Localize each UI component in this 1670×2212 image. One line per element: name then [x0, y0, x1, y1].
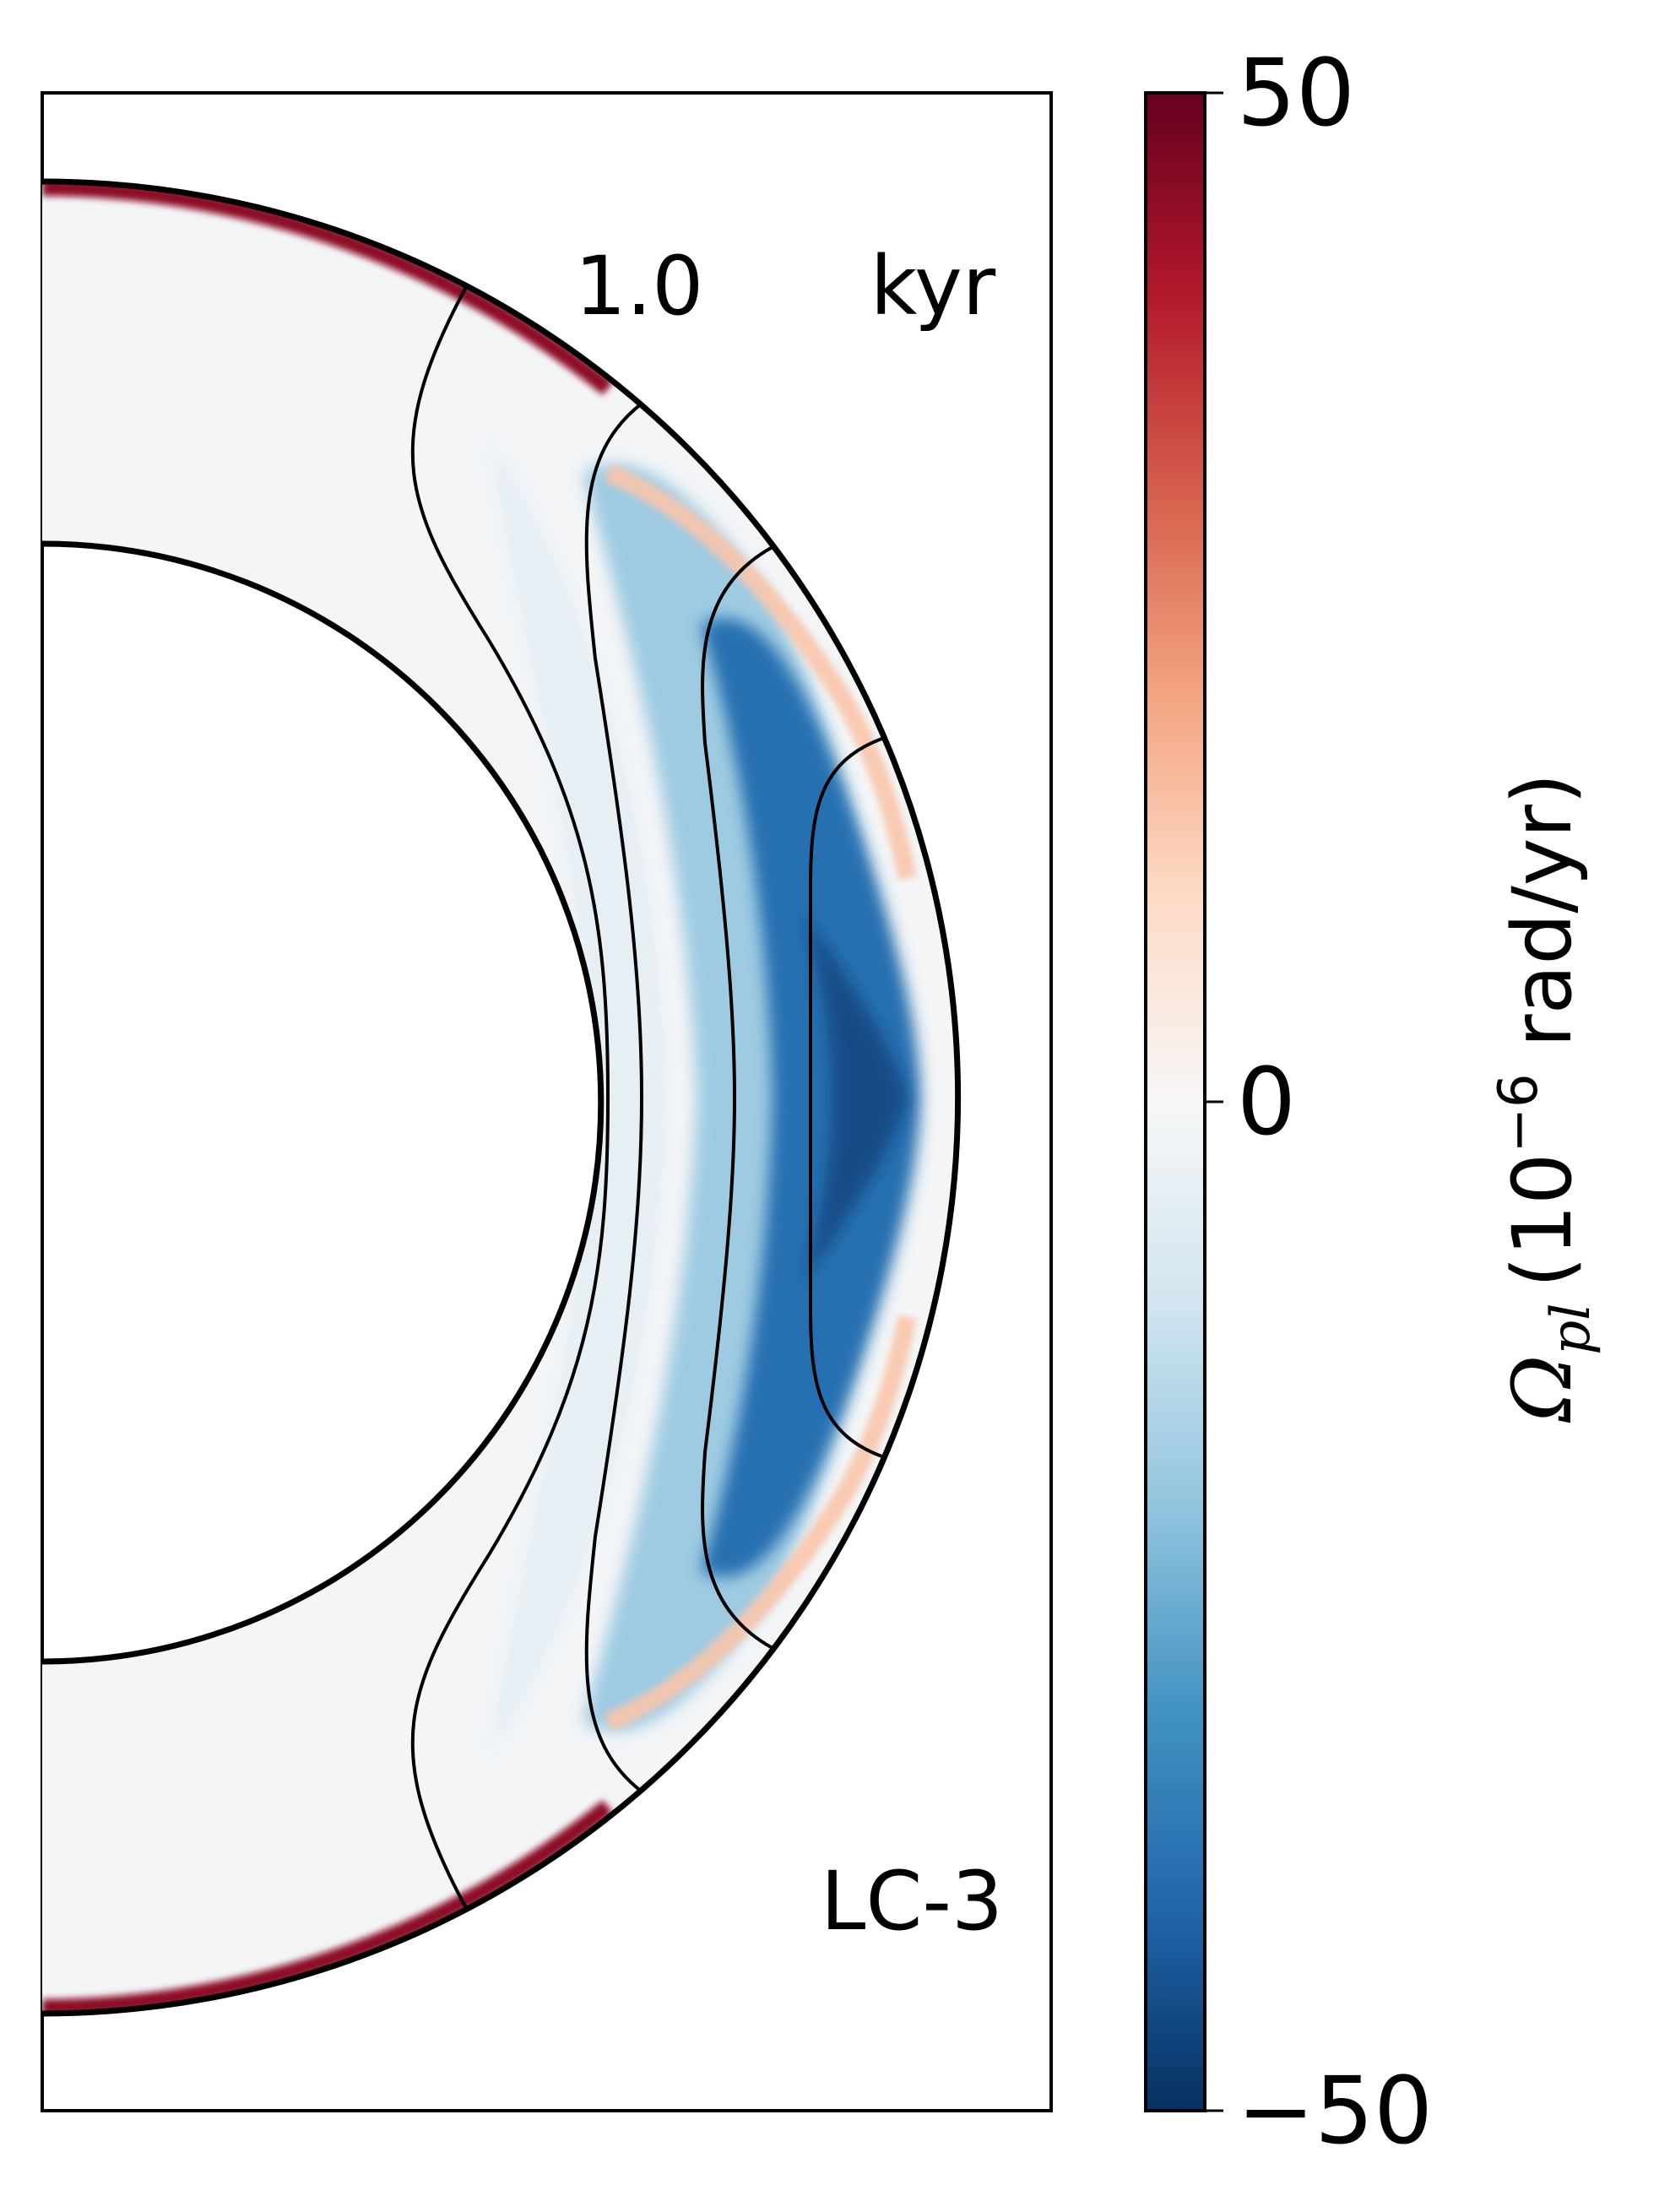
inner-boundary: [41, 540, 605, 1665]
colorbar: 50 0 −50 Ωpl (10−6 rad/yr): [1144, 39, 1602, 2165]
field-line-1: [410, 286, 610, 1909]
colorbar-ticks: 50 0 −50: [1205, 39, 1433, 2165]
surface-positive-band-north: [42, 182, 614, 395]
colorbar-tick-label-1: 0: [1237, 1048, 1296, 1156]
field-line-3: [701, 545, 773, 1650]
surface-positive-band-south: [42, 1800, 614, 2014]
time-unit: kyr: [870, 239, 996, 333]
colorbar-label-subscript: pl: [1540, 1303, 1602, 1354]
equatorial-core: [802, 912, 908, 1283]
plot-area: 1.0 kyr LC-3: [41, 91, 1053, 2112]
positive-stripe-north: [604, 464, 917, 881]
colorbar-tick-label-2: −50: [1237, 2057, 1433, 2165]
colorbar-label: Ωpl (10−6 rad/yr): [1488, 773, 1602, 1423]
colorbar-label-suffix: rad/yr): [1495, 773, 1590, 1074]
field-lines: [410, 286, 887, 1909]
colorbar-gradient-bar: [1144, 91, 1206, 2112]
field-line-2: [584, 402, 644, 1793]
inner-weak-negative-band: [490, 439, 667, 1756]
colorbar-label-symbol: Ω: [1495, 1355, 1590, 1423]
field-line-4: [809, 735, 887, 1460]
colorbar-label-prefix: (10: [1495, 1153, 1590, 1288]
colorbar-label-exponent: −6: [1488, 1073, 1550, 1152]
positive-stripe-south: [604, 1315, 917, 1732]
model-label: LC-3: [821, 1854, 1003, 1949]
outer-boundary: [41, 178, 962, 2017]
colorbar-tick-label-0: 50: [1237, 39, 1355, 147]
shell-field: [42, 182, 958, 2014]
time-value: 1.0: [575, 239, 704, 333]
